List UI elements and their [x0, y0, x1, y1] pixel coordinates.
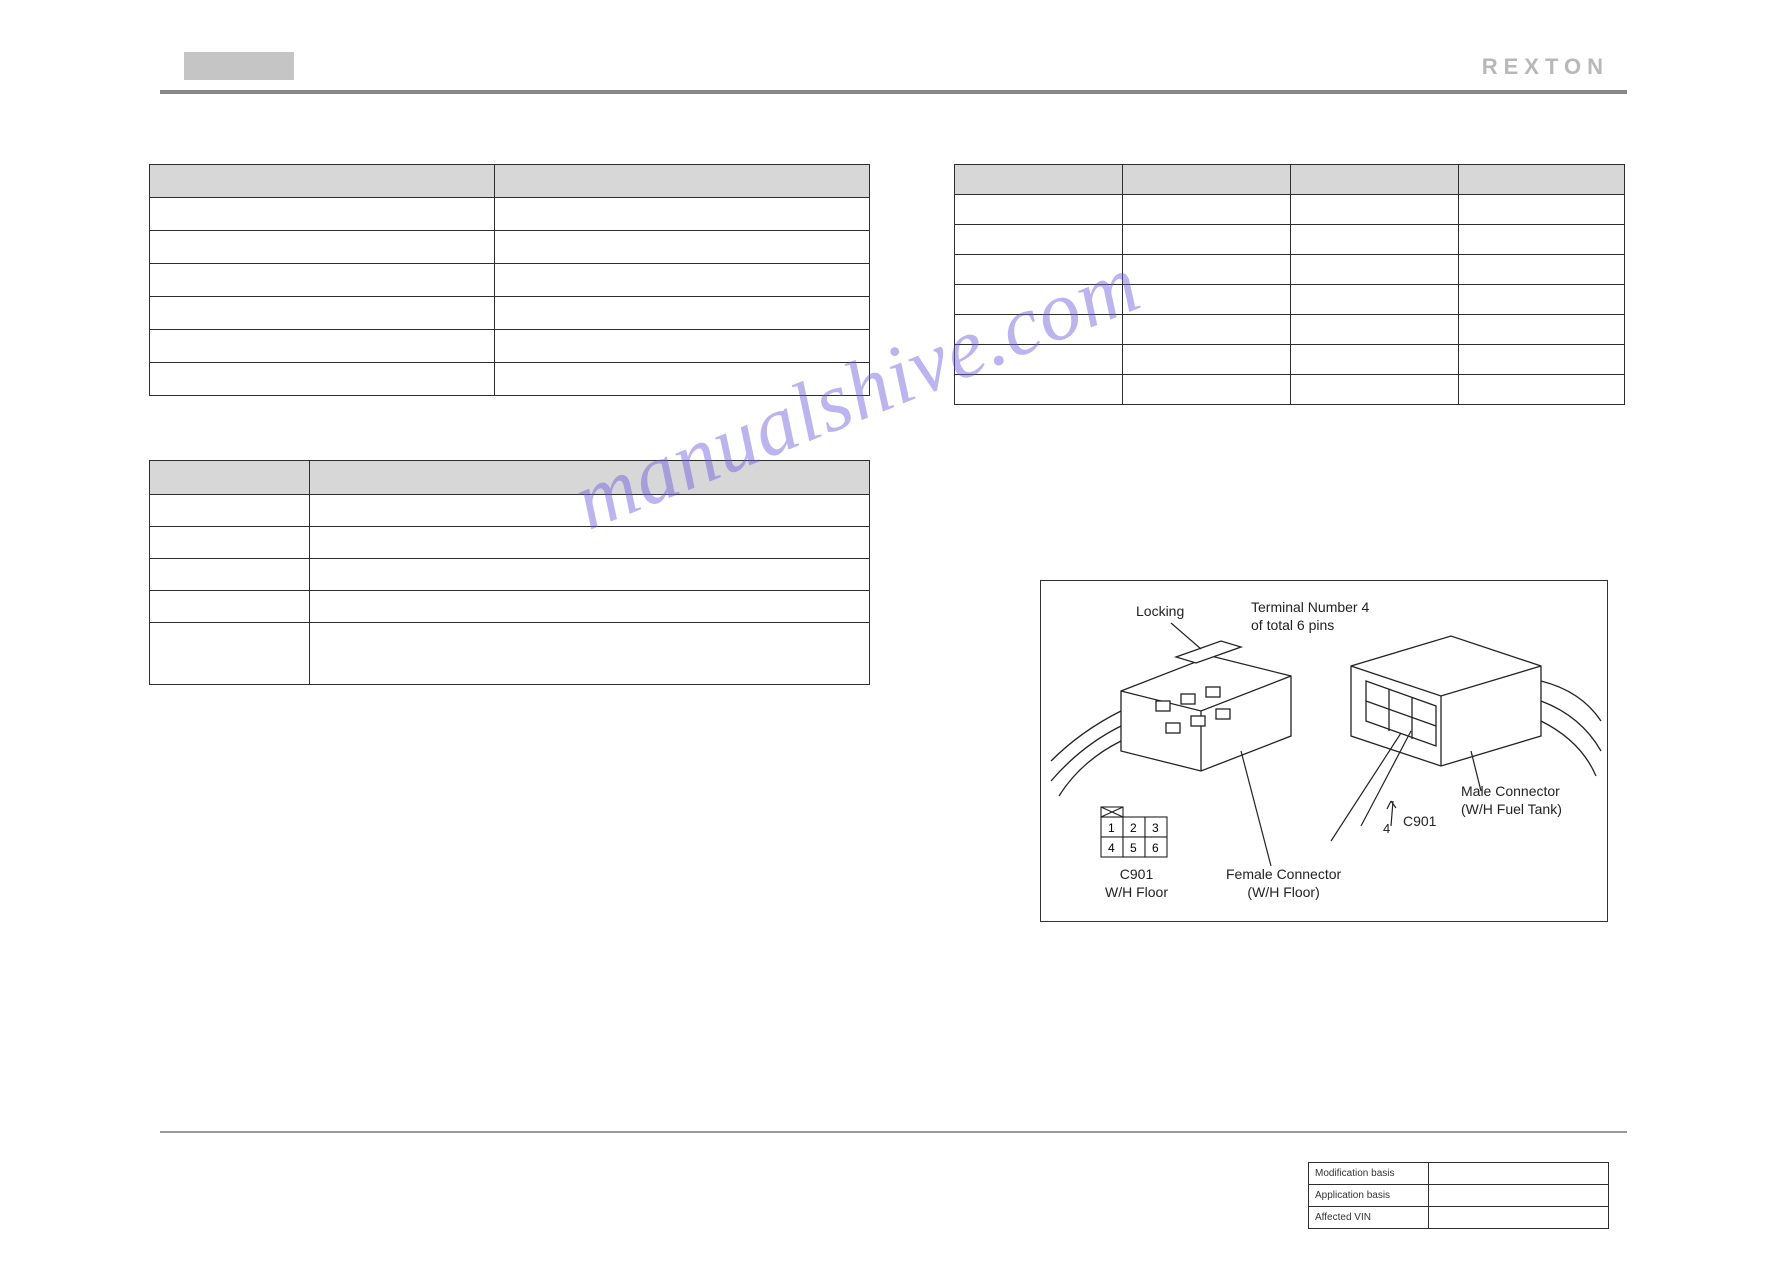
table-bottom-left — [149, 460, 870, 685]
t2-r1c2 — [310, 495, 870, 527]
t2-r2c2 — [310, 527, 870, 559]
label-locking: Locking — [1136, 603, 1184, 621]
t2-r4c1 — [150, 591, 310, 623]
t4-r1c2 — [1429, 1163, 1609, 1185]
t1-r3c2 — [495, 264, 870, 297]
t3-h4 — [1459, 165, 1625, 195]
t2-r5c2 — [310, 623, 870, 685]
t2-r2c1 — [150, 527, 310, 559]
t4-r1c1: Modification basis — [1309, 1163, 1429, 1185]
t3-h2 — [1123, 165, 1291, 195]
t2-r3c1 — [150, 559, 310, 591]
t2-h1 — [150, 461, 310, 495]
label-male-connector: Male Connector (W/H Fuel Tank) — [1461, 783, 1562, 818]
t2-r4c2 — [310, 591, 870, 623]
table-footer: Modification basis Application basis Aff… — [1308, 1162, 1609, 1229]
svg-text:1: 1 — [1108, 821, 1115, 835]
connector-diagram: 4 1 2 3 4 5 6 Locking Terminal Number 4 … — [1040, 580, 1608, 922]
t2-r5c1 — [150, 623, 310, 685]
svg-text:2: 2 — [1130, 821, 1137, 835]
t1-h1 — [150, 165, 495, 198]
t4-r2c1: Application basis — [1309, 1185, 1429, 1207]
t1-r5c2 — [495, 330, 870, 363]
t1-r5c1 — [150, 330, 495, 363]
t1-r4c1 — [150, 297, 495, 330]
t1-r6c1 — [150, 363, 495, 396]
brand-logo: REXTON — [1482, 54, 1609, 80]
t1-r1c1 — [150, 198, 495, 231]
t1-r4c2 — [495, 297, 870, 330]
label-c901: C901 — [1403, 813, 1436, 831]
t2-r1c1 — [150, 495, 310, 527]
label-female-connector: Female Connector (W/H Floor) — [1226, 866, 1341, 901]
t4-r2c2 — [1429, 1185, 1609, 1207]
t1-r1c2 — [495, 198, 870, 231]
t1-r2c2 — [495, 231, 870, 264]
t4-r3c1: Affected VIN — [1309, 1207, 1429, 1229]
t1-r3c1 — [150, 264, 495, 297]
table-top-left — [149, 164, 870, 396]
label-terminal-number: Terminal Number 4 of total 6 pins — [1251, 599, 1369, 634]
svg-text:6: 6 — [1152, 841, 1159, 855]
t1-r2c1 — [150, 231, 495, 264]
page-header-tab — [184, 52, 294, 80]
pin-4-callout: 4 — [1383, 821, 1390, 836]
t2-h2 — [310, 461, 870, 495]
svg-text:3: 3 — [1152, 821, 1159, 835]
svg-text:4: 4 — [1108, 841, 1115, 855]
t1-r6c2 — [495, 363, 870, 396]
t2-r3c2 — [310, 559, 870, 591]
svg-text:5: 5 — [1130, 841, 1137, 855]
t3-h3 — [1291, 165, 1459, 195]
t1-h2 — [495, 165, 870, 198]
t4-r3c2 — [1429, 1207, 1609, 1229]
table-top-right — [954, 164, 1625, 405]
t3-h1 — [955, 165, 1123, 195]
label-c901-floor: C901 W/H Floor — [1105, 866, 1168, 901]
header-rule — [160, 90, 1627, 94]
footer-rule — [160, 1131, 1627, 1133]
